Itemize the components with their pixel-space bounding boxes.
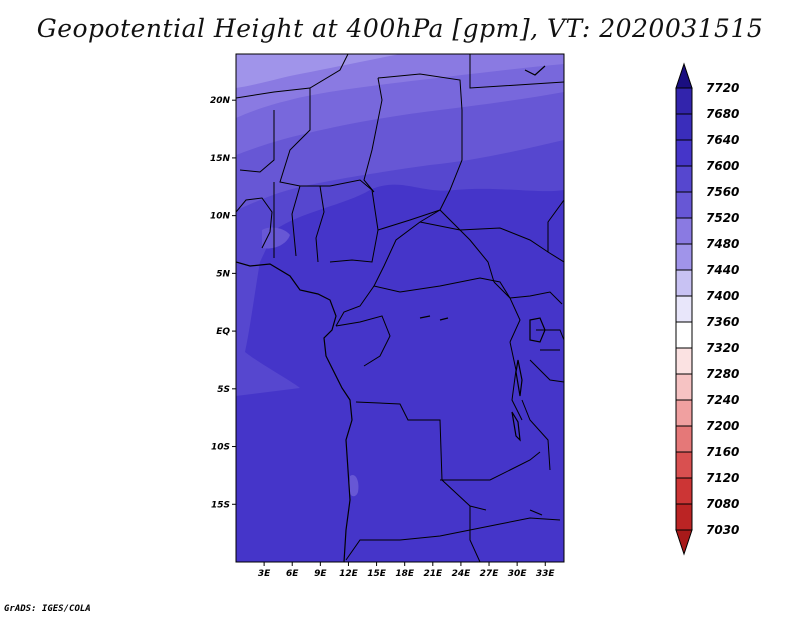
colorbar-label: 7030 [706,523,739,537]
x-tick-label: 18E [395,569,415,579]
colorbar-top-arrow [675,62,693,89]
colorbar-label: 7400 [706,289,739,303]
colorbar-swatch [675,321,693,349]
colorbar-swatch [675,191,693,219]
colorbar-swatch [675,243,693,271]
colorbar-label: 7240 [706,393,739,407]
x-tick-label: 24E [452,569,472,579]
colorbar: 7720 7680 7640 7600 7560 7520 7480 7440 7400 7360… [675,62,739,556]
y-tick-label: 10S [211,443,230,453]
y-tick-label: 15S [211,500,230,510]
map-frame [235,53,565,563]
colorbar-swatch [675,347,693,375]
colorbar-label: 7200 [706,419,739,433]
colorbar-label: 7120 [706,471,739,485]
y-tick-label: EQ [216,327,230,337]
x-tick-label: 30E [508,569,528,579]
colorbar-swatch [675,113,693,141]
colorbar-swatch [675,139,693,167]
x-tick-label: 3E [258,569,271,579]
colorbar-swatch [675,425,693,453]
colorbar-label: 7480 [706,237,739,251]
colorbar-label: 7320 [706,341,739,355]
colorbar-swatch [675,217,693,245]
x-tick-label: 33E [536,569,556,579]
colorbar-label: 7680 [706,107,739,121]
latitude-axis: 20N 15N 10N 5N EQ 5S 10S 15S [210,96,236,510]
x-tick-label: 6E [286,569,299,579]
colorbar-label: 7640 [706,133,739,147]
y-tick-label: 15N [210,154,231,164]
x-tick-label: 15E [367,569,387,579]
colorbar-label: 7560 [706,185,739,199]
colorbar-swatch [675,87,693,115]
colorbar-swatch [675,165,693,193]
x-tick-label: 21E [423,569,443,579]
y-tick-label: 10N [210,212,231,222]
map-title: Geopotential Height at 400hPa [gpm], VT:… [36,14,764,43]
y-tick-label: 5S [217,385,230,395]
colorbar-label: 7080 [706,497,739,511]
colorbar-label: 7280 [706,367,739,381]
colorbar-swatch [675,295,693,323]
colorbar-label: 7720 [706,81,739,95]
colorbar-swatch [675,477,693,505]
colorbar-swatch [675,451,693,479]
x-tick-label: 27E [480,569,500,579]
colorbar-swatch [675,503,693,531]
colorbar-label: 7600 [706,159,739,173]
y-tick-label: 5N [216,269,230,279]
coastlines [236,65,546,562]
colorbar-label: 7160 [706,445,739,459]
y-tick-label: 20N [210,96,231,106]
colorbar-swatch [675,373,693,401]
height-field [236,54,564,562]
colorbar-label: 7520 [706,211,739,225]
field-band-7400 [236,54,400,88]
x-tick-label: 9E [314,569,327,579]
political-borders [236,54,564,562]
colorbar-bottom-arrow [675,529,693,556]
colorbar-swatch [675,399,693,427]
colorbar-label: 7360 [706,315,739,329]
field-patch-angola [349,474,359,497]
colorbar-swatch [675,269,693,297]
field-patch-coast [262,227,290,249]
grads-credit: GrADS: IGES/COLA [4,604,91,614]
longitude-axis: 3E 6E 9E 12E 15E 18E 21E 24E 27E 30E 33E [258,562,556,579]
x-tick-label: 12E [339,569,359,579]
colorbar-label: 7440 [706,263,739,277]
